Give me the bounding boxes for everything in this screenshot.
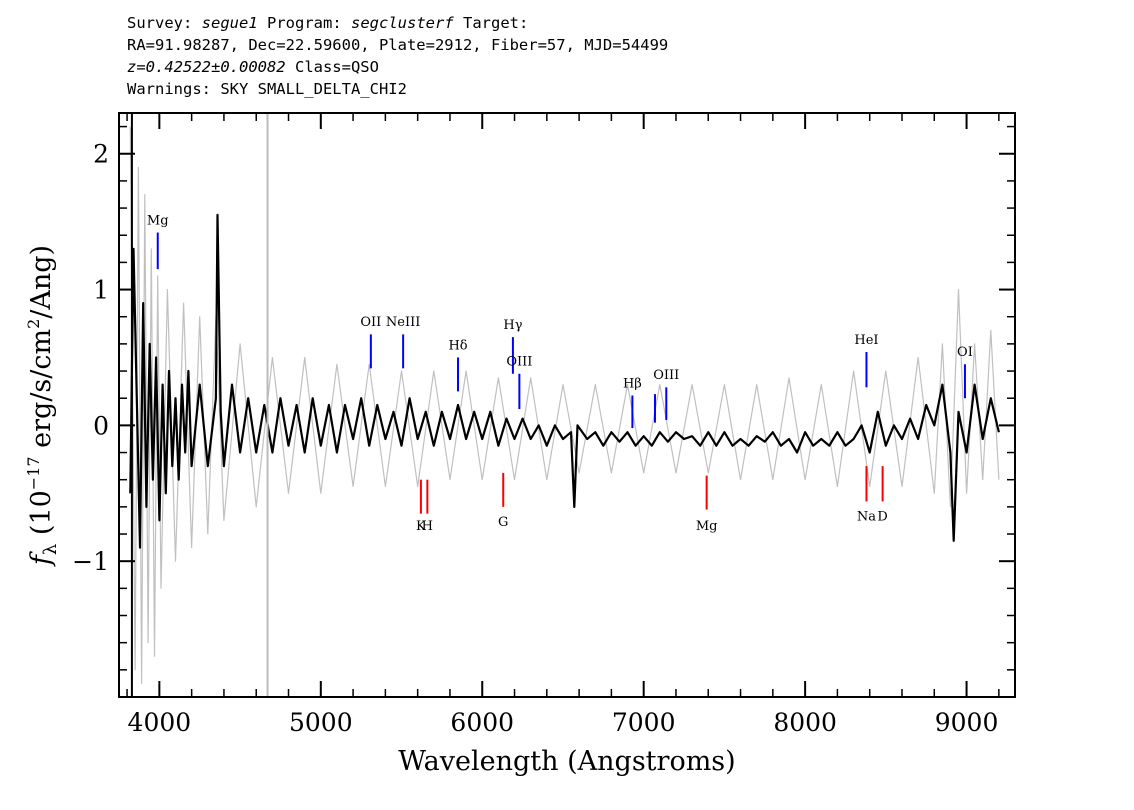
class-value: Class=QSO: [294, 58, 379, 76]
noise-series-line: [129, 126, 1000, 684]
redshift-value: z=0.42522±0.00082: [127, 58, 286, 76]
y-axis-label-units: erg/s/cm: [26, 329, 57, 457]
y-tick-label-2: 1: [93, 276, 109, 305]
header-line-1: Survey: segue1 Program: segclusterf Targ…: [127, 12, 668, 34]
emission-line-label-0: Mg: [147, 213, 169, 228]
emission-line-label-6: Hβ: [623, 376, 642, 391]
x-tick-label-0: 4000: [128, 708, 192, 737]
y-axis-label-tail: /Ang): [26, 245, 57, 319]
survey-label: Survey:: [127, 14, 193, 32]
y-axis-label-f: f: [26, 551, 57, 567]
y-tick-label-0: −1: [72, 547, 109, 576]
y-axis-label-exp: −17: [24, 456, 43, 490]
absorption-line-label-4: Na: [857, 509, 876, 524]
y-tick-label-3: 2: [93, 140, 109, 169]
emission-line-label-2: NeIII: [386, 315, 420, 330]
emission-line-label-3: Hδ: [448, 338, 467, 353]
y-axis-label-rest: (10: [26, 490, 57, 543]
x-tick-label-2: 6000: [450, 708, 514, 737]
axis-ticks-layer: 4000 5000 6000 7000 8000 9000 −1 0 1 2: [72, 113, 1015, 737]
emission-line-label-8: OIII: [653, 368, 679, 383]
plot-frame: [118, 112, 1016, 698]
absorption-line-label-5: D: [877, 509, 887, 524]
y-tick-label-1: 0: [93, 411, 109, 440]
x-tick-label-3: 7000: [612, 708, 676, 737]
emission-line-label-1: OII: [360, 315, 381, 330]
emission-line-label-9: HeI: [854, 333, 878, 348]
absorption-line-label-1: H: [422, 519, 433, 534]
spectrum-header: Survey: segue1 Program: segclusterf Targ…: [127, 12, 668, 100]
y-axis-label-sq: 2: [24, 319, 43, 329]
vertical-lines-layer: [130, 113, 269, 697]
header-line-4: Warnings: SKY SMALL_DELTA_CHI2: [127, 80, 407, 98]
x-tick-label-4: 8000: [773, 708, 837, 737]
x-tick-label-5: 9000: [935, 708, 999, 737]
x-tick-label-1: 5000: [289, 708, 353, 737]
x-axis-label: Wavelength (Angstroms): [398, 746, 735, 777]
y-axis-label: fλ (10−17 erg/s/cm2/Ang): [24, 245, 61, 567]
target-label: Target:: [463, 14, 529, 32]
line-markers-layer: Mg OII NeIII Hδ Hγ OIII Hβ OIII HeI OI KH G Mg Na D: [147, 213, 973, 534]
program-label: Program:: [267, 14, 342, 32]
absorption-line-label-2: G: [498, 515, 508, 530]
noise-series-layer: [129, 126, 1000, 684]
survey-value: segue1: [201, 14, 258, 32]
absorption-line-label-0: K: [416, 519, 426, 534]
absorption-line-label-3: Mg: [696, 519, 718, 534]
header-line-2: RA=91.98287, Dec=22.59600, Plate=2912, F…: [127, 36, 669, 54]
emission-line-label-4: Hγ: [503, 318, 522, 333]
y-axis-label-sub: λ: [40, 544, 61, 555]
program-value: segclusterf: [351, 14, 454, 32]
emission-line-label-10: OI: [957, 345, 973, 360]
flux-series-layer: [129, 213, 1000, 549]
header-line-3: z=0.42522±0.00082 Class=QSO: [127, 56, 668, 78]
flux-series-line: [129, 213, 1000, 549]
emission-line-label-5: OIII: [506, 355, 532, 370]
